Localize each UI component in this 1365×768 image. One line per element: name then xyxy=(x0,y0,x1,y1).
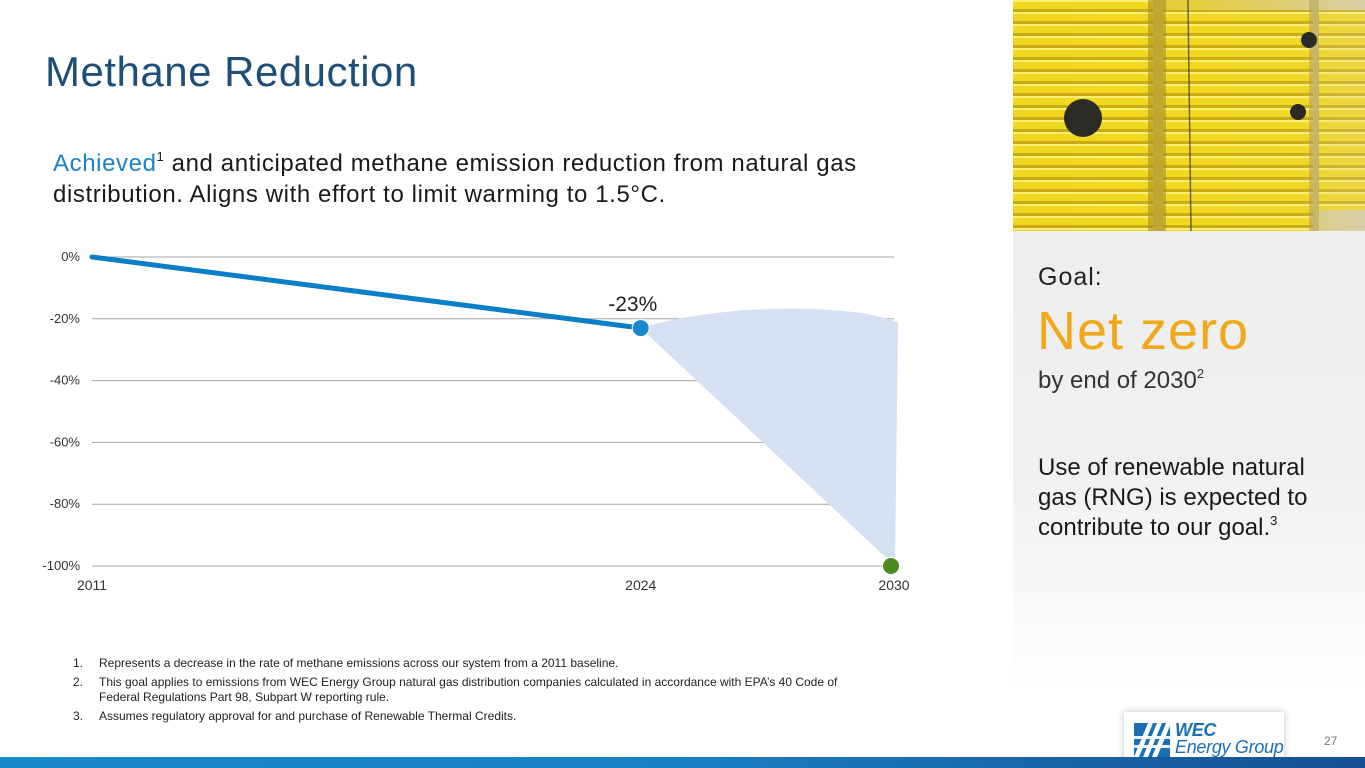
anticipated-reduction-area xyxy=(640,308,898,566)
x-tick-label: 2030 xyxy=(878,577,909,593)
footnote-ref-3: 3 xyxy=(1270,513,1278,528)
x-tick-label: 2024 xyxy=(625,577,656,593)
y-tick-label: 0% xyxy=(61,249,80,264)
y-tick-label: -20% xyxy=(50,311,81,326)
data-points: -23% xyxy=(608,293,900,575)
description-text: and anticipated methane emission reducti… xyxy=(53,150,857,208)
page-title: Methane Reduction xyxy=(45,48,418,95)
wec-logo-icon xyxy=(1134,723,1170,757)
y-tick-label: -100% xyxy=(42,558,80,573)
achieved-label: Achieved xyxy=(53,150,157,177)
anticipated-region xyxy=(640,308,898,566)
x-axis-labels: 2011 2024 2030 xyxy=(77,577,910,593)
goal-label: Goal: xyxy=(1038,263,1103,291)
achieved-line xyxy=(89,254,644,331)
goal-value: Net zero xyxy=(1037,301,1250,361)
footnote-ref-1: 1 xyxy=(156,149,165,164)
goal-date: by end of 20302 xyxy=(1038,366,1205,394)
y-tick-label: -80% xyxy=(50,496,81,511)
y-tick-label: -60% xyxy=(50,434,81,449)
footnote-2: 2. This goal applies to emissions from WE… xyxy=(73,675,838,704)
footnote-ref-2: 2 xyxy=(1196,366,1205,381)
footnote-3: 3. Assumes regulatory approval for and pu… xyxy=(73,709,517,723)
data-label: -23% xyxy=(608,293,657,316)
gas-pipe-coils-photo xyxy=(1013,0,1365,231)
chart-description: Achieved1 and anticipated methane emissi… xyxy=(53,148,953,210)
y-tick-label: -40% xyxy=(50,373,81,388)
footnotes: 1. Represents a decrease in the rate of m… xyxy=(73,656,873,728)
achieved-series xyxy=(89,254,644,331)
logo-wordmark: WEC Energy Group xyxy=(1175,720,1284,757)
point-2030 xyxy=(882,557,900,575)
footnote-1: 1. Represents a decrease in the rate of m… xyxy=(73,656,619,670)
methane-reduction-chart: -23% 0% -20% -40% -60% -80% -100% 2011 2024 203… xyxy=(42,249,910,593)
page-number: 27 xyxy=(1324,734,1338,748)
y-axis-labels: 0% -20% -40% -60% -80% -100% xyxy=(42,249,80,573)
point-2024 xyxy=(631,319,650,338)
rng-statement: Use of renewable natural gas (RNG) is ex… xyxy=(1038,454,1308,541)
x-tick-label: 2011 xyxy=(77,577,107,593)
goal-panel: Goal: Net zero by end of 20302 Use of re… xyxy=(1013,0,1365,768)
footer-bar xyxy=(0,757,1365,768)
